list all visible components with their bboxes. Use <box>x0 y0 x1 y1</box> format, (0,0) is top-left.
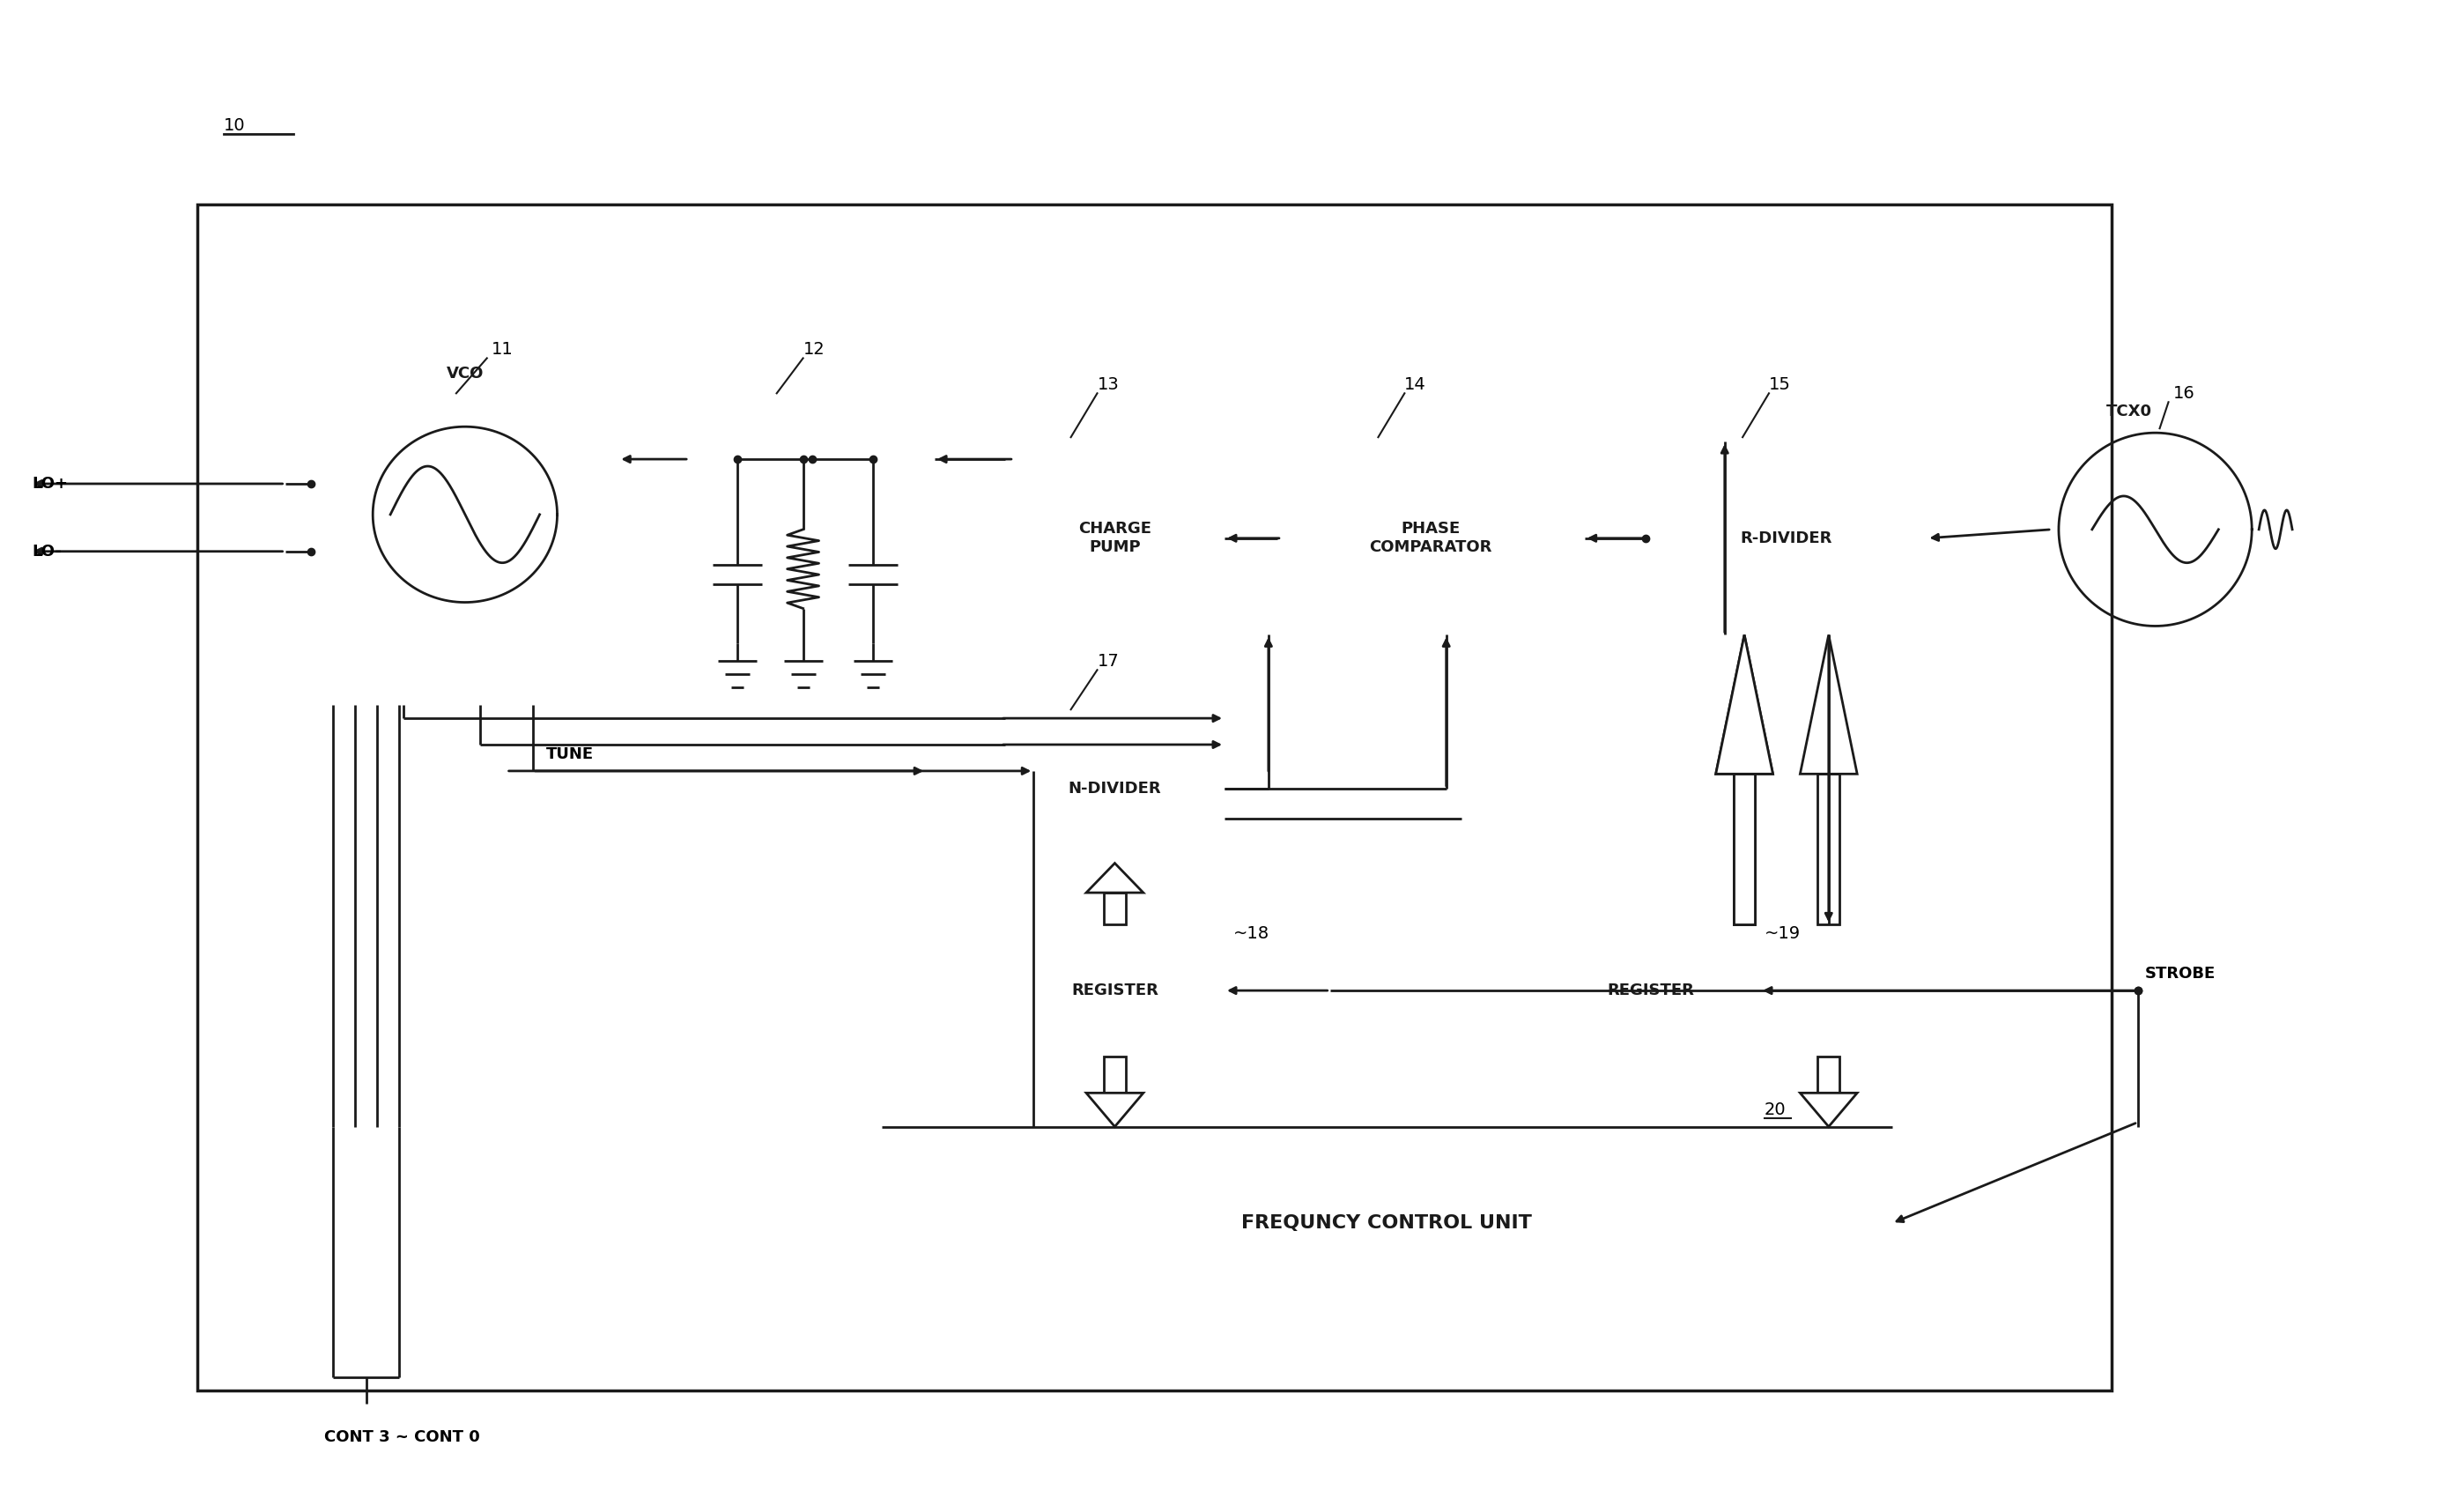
Polygon shape <box>1818 1056 1841 1094</box>
Text: ~19: ~19 <box>1764 926 1801 942</box>
Polygon shape <box>1104 893 1126 924</box>
Text: 12: 12 <box>803 342 825 358</box>
Polygon shape <box>1801 1094 1858 1126</box>
Polygon shape <box>1735 774 1754 924</box>
Bar <box>1540 924 1759 1056</box>
Polygon shape <box>1715 635 1774 774</box>
Text: LO-: LO- <box>32 544 62 559</box>
Polygon shape <box>1801 635 1858 774</box>
Text: REGISTER: REGISTER <box>1072 983 1158 999</box>
Bar <box>197 204 2112 1390</box>
Bar <box>1005 442 1225 635</box>
Text: ~18: ~18 <box>1234 926 1269 942</box>
Bar <box>1276 442 1584 635</box>
Text: CONT 3 ~ CONT 0: CONT 3 ~ CONT 0 <box>325 1429 480 1446</box>
Text: 10: 10 <box>224 117 246 135</box>
Text: FREQUNCY CONTROL UNIT: FREQUNCY CONTROL UNIT <box>1242 1215 1533 1231</box>
Polygon shape <box>1087 1094 1143 1126</box>
Polygon shape <box>1735 774 1754 924</box>
Polygon shape <box>1104 1056 1126 1094</box>
Polygon shape <box>1087 863 1143 893</box>
Text: 17: 17 <box>1096 653 1119 670</box>
Polygon shape <box>1715 635 1774 774</box>
Text: TUNE: TUNE <box>547 746 594 762</box>
Bar <box>1646 442 1927 635</box>
Text: PHASE
COMPARATOR: PHASE COMPARATOR <box>1370 521 1493 556</box>
Text: CHARGE
PUMP: CHARGE PUMP <box>1079 521 1151 556</box>
Text: 13: 13 <box>1096 376 1119 394</box>
Text: N-DIVIDER: N-DIVIDER <box>1069 780 1161 797</box>
Bar <box>882 1126 1892 1320</box>
Bar <box>310 397 618 706</box>
Bar <box>1005 715 1225 863</box>
Text: 11: 11 <box>490 342 513 358</box>
Text: 20: 20 <box>1764 1101 1786 1118</box>
Polygon shape <box>1818 774 1841 924</box>
Text: TCX0: TCX0 <box>2107 404 2151 419</box>
Text: R-DIVIDER: R-DIVIDER <box>1740 530 1833 547</box>
Text: 15: 15 <box>1769 376 1791 394</box>
Bar <box>690 397 934 706</box>
Text: VCO: VCO <box>446 366 483 382</box>
Text: REGISTER: REGISTER <box>1607 983 1693 999</box>
Bar <box>1005 924 1225 1056</box>
Text: STROBE: STROBE <box>2144 966 2215 981</box>
Text: LO+: LO+ <box>32 476 69 491</box>
Text: 14: 14 <box>1404 376 1427 394</box>
Text: 16: 16 <box>2173 385 2195 401</box>
